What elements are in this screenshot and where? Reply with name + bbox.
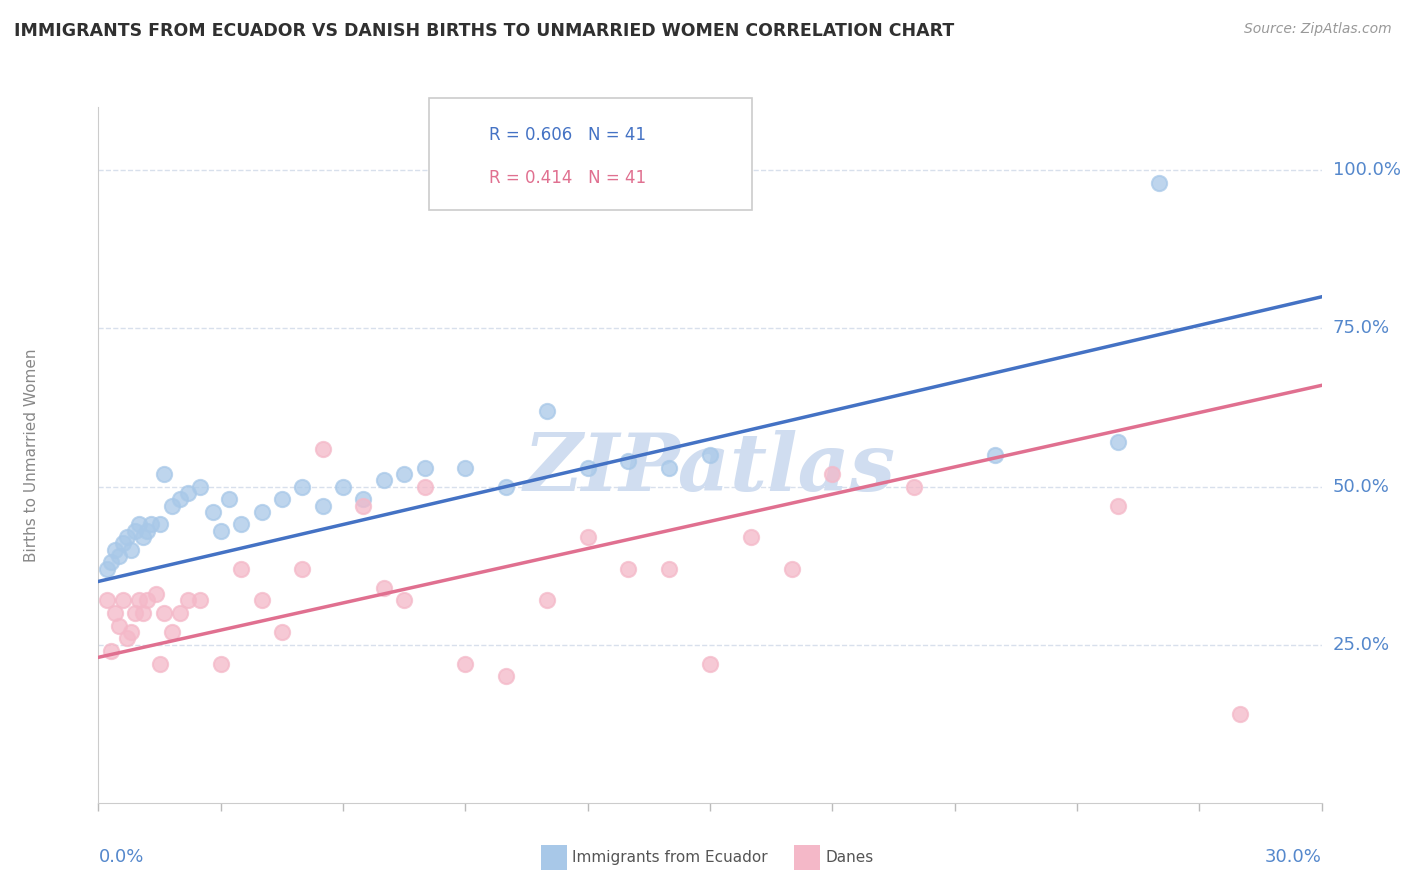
Point: [115, 530, 138, 544]
Text: Danes: Danes: [825, 850, 873, 864]
Text: ZIPatlas: ZIPatlas: [524, 430, 896, 508]
Point: [250, 505, 273, 519]
Text: 30.0%: 30.0%: [1265, 848, 1322, 866]
Text: Immigrants from Ecuador: Immigrants from Ecuador: [572, 850, 768, 864]
Point: [209, 657, 232, 671]
Text: 0.0%: 0.0%: [98, 848, 143, 866]
Point: [209, 524, 232, 538]
Point: [169, 492, 191, 507]
Point: [373, 473, 395, 487]
Point: [115, 632, 138, 646]
Point: [312, 442, 335, 456]
Point: [250, 593, 273, 607]
Point: [108, 618, 131, 632]
Point: [740, 530, 762, 544]
Point: [160, 625, 183, 640]
Point: [658, 562, 681, 576]
Point: [576, 460, 599, 475]
Point: [201, 505, 224, 519]
Point: [128, 593, 150, 607]
Point: [454, 657, 477, 671]
Point: [780, 562, 803, 576]
Point: [120, 625, 142, 640]
Point: [903, 479, 925, 493]
Point: [352, 492, 374, 507]
Point: [177, 486, 200, 500]
Point: [270, 625, 294, 640]
Point: [658, 460, 681, 475]
Point: [617, 454, 640, 468]
Point: [136, 593, 159, 607]
Point: [392, 467, 416, 481]
Point: [145, 587, 167, 601]
Text: 50.0%: 50.0%: [1333, 477, 1389, 496]
Point: [413, 479, 436, 493]
Point: [152, 606, 174, 620]
Point: [136, 524, 159, 538]
Text: R = 0.414   N = 41: R = 0.414 N = 41: [489, 169, 647, 186]
Text: IMMIGRANTS FROM ECUADOR VS DANISH BIRTHS TO UNMARRIED WOMEN CORRELATION CHART: IMMIGRANTS FROM ECUADOR VS DANISH BIRTHS…: [14, 22, 955, 40]
Point: [124, 524, 146, 538]
Point: [699, 448, 721, 462]
Point: [984, 448, 1007, 462]
Point: [1107, 499, 1129, 513]
Point: [108, 549, 131, 563]
Point: [495, 669, 517, 683]
Point: [100, 556, 122, 570]
Text: 25.0%: 25.0%: [1333, 636, 1391, 654]
Point: [149, 517, 172, 532]
Point: [392, 593, 416, 607]
Point: [699, 657, 721, 671]
Point: [128, 517, 150, 532]
Point: [132, 530, 155, 544]
Point: [231, 517, 253, 532]
Text: 75.0%: 75.0%: [1333, 319, 1391, 337]
Point: [413, 460, 436, 475]
Point: [291, 562, 314, 576]
Point: [160, 499, 183, 513]
Point: [149, 657, 172, 671]
Point: [177, 593, 200, 607]
Point: [96, 593, 118, 607]
Point: [169, 606, 191, 620]
Point: [291, 479, 314, 493]
Point: [188, 593, 212, 607]
Point: [352, 499, 374, 513]
Point: [96, 562, 118, 576]
Text: Births to Unmarried Women: Births to Unmarried Women: [24, 348, 38, 562]
Point: [536, 403, 558, 417]
Point: [821, 467, 844, 481]
Point: [132, 606, 155, 620]
Point: [373, 581, 395, 595]
Point: [312, 499, 335, 513]
Point: [454, 460, 477, 475]
Point: [617, 562, 640, 576]
Point: [1147, 176, 1170, 190]
Point: [218, 492, 240, 507]
Point: [152, 467, 174, 481]
Point: [104, 606, 127, 620]
Point: [100, 644, 122, 658]
Point: [120, 542, 142, 557]
Text: Source: ZipAtlas.com: Source: ZipAtlas.com: [1244, 22, 1392, 37]
Point: [111, 593, 134, 607]
Point: [231, 562, 253, 576]
Point: [188, 479, 212, 493]
Point: [536, 593, 558, 607]
Point: [1107, 435, 1129, 450]
Point: [576, 530, 599, 544]
Point: [270, 492, 294, 507]
Point: [104, 542, 127, 557]
Point: [111, 536, 134, 550]
Text: 100.0%: 100.0%: [1333, 161, 1400, 179]
Point: [495, 479, 517, 493]
Text: R = 0.606   N = 41: R = 0.606 N = 41: [489, 126, 647, 144]
Point: [332, 479, 354, 493]
Point: [124, 606, 146, 620]
Point: [1229, 707, 1251, 722]
Point: [141, 517, 163, 532]
